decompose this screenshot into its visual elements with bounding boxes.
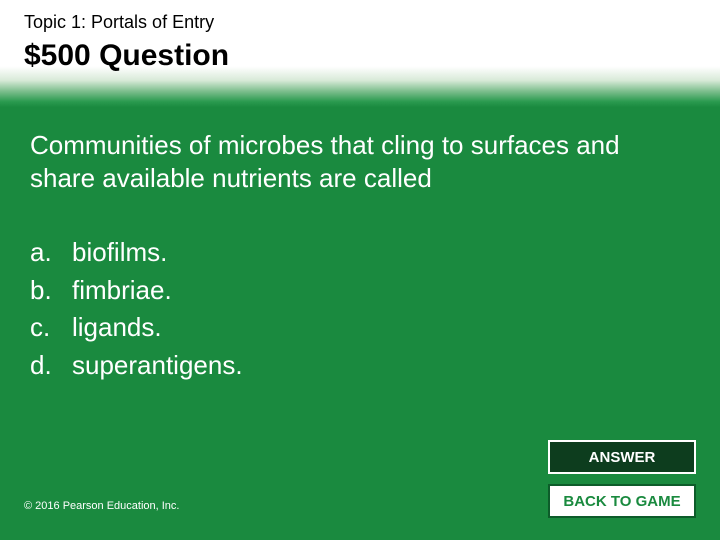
slide: Topic 1: Portals of Entry $500 Question … [0, 0, 720, 540]
content-area: Communities of microbes that cling to su… [0, 107, 720, 385]
money-title: $500 Question [24, 39, 696, 73]
back-to-game-button[interactable]: BACK TO GAME [548, 484, 696, 518]
copyright-text: © 2016 Pearson Education, Inc. [24, 500, 179, 512]
option-text: biofilms. [72, 234, 167, 272]
question-text: Communities of microbes that cling to su… [30, 129, 690, 194]
answer-button[interactable]: ANSWER [548, 440, 696, 474]
option-row: b. fimbriae. [30, 272, 690, 310]
option-row: a. biofilms. [30, 234, 690, 272]
option-letter: c. [30, 309, 72, 347]
option-row: d. superantigens. [30, 347, 690, 385]
topic-label: Topic 1: Portals of Entry [24, 12, 696, 33]
option-letter: b. [30, 272, 72, 310]
option-letter: d. [30, 347, 72, 385]
option-text: ligands. [72, 309, 162, 347]
options-list: a. biofilms. b. fimbriae. c. ligands. d.… [30, 234, 690, 385]
option-text: superantigens. [72, 347, 243, 385]
option-row: c. ligands. [30, 309, 690, 347]
option-letter: a. [30, 234, 72, 272]
option-text: fimbriae. [72, 272, 172, 310]
header-band: Topic 1: Portals of Entry $500 Question [0, 0, 720, 107]
